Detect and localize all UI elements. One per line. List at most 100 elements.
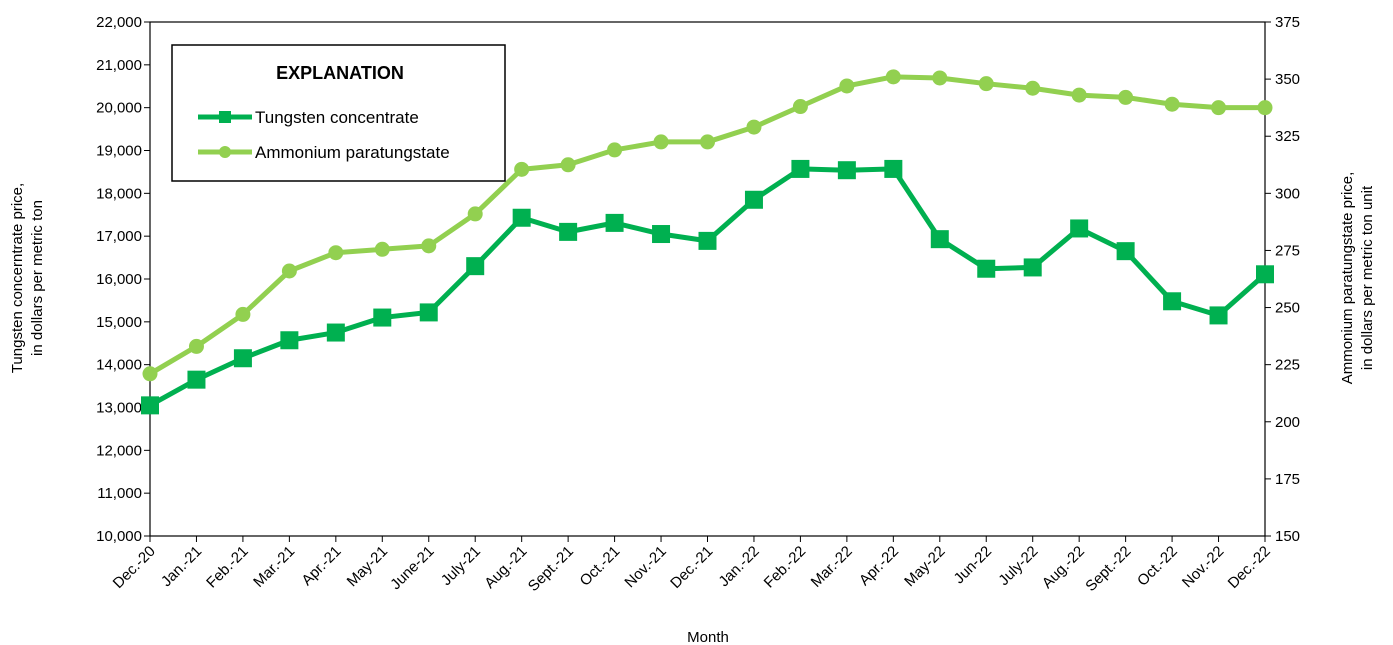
data-point-square [1070, 219, 1089, 238]
data-point-circle [792, 99, 808, 115]
series-tungsten [141, 159, 1274, 415]
right-tick-label: 250 [1275, 300, 1300, 317]
series-line [148, 166, 1267, 408]
data-point-square [1209, 306, 1228, 325]
x-tick-label: Mar.-21 [250, 543, 298, 591]
data-point-square [652, 225, 671, 244]
x-tick-label: Aug.-22 [1039, 543, 1088, 592]
x-tick-label: Jan.-22 [715, 543, 762, 590]
right-tick-label: 150 [1275, 528, 1300, 545]
x-tick-label: July-21 [438, 543, 484, 589]
right-tick-label: 175 [1275, 471, 1300, 488]
x-tick-label: June-21 [387, 543, 437, 593]
data-point-circle [1164, 96, 1180, 112]
right-axis-title-line2: in dollars per metric ton unit [1359, 185, 1376, 370]
x-tick-label: July-22 [995, 543, 1041, 589]
x-tick-label: Mar.-22 [808, 543, 856, 591]
x-tick-label: Dec.-20 [110, 543, 159, 592]
data-point-square [1163, 292, 1182, 311]
left-tick-label: 18,000 [96, 185, 142, 202]
data-point-circle [746, 119, 762, 135]
data-point-square [280, 331, 299, 350]
data-point-circle [932, 70, 948, 86]
series-apt [142, 69, 1273, 382]
left-tick-label: 12,000 [96, 442, 142, 459]
x-tick-label: Oct.-21 [577, 543, 624, 590]
data-point-circle [560, 157, 576, 173]
x-tick-label: Jun-22 [951, 543, 995, 587]
legend-tungsten-label: Tungsten concentrate [255, 108, 419, 127]
left-tick-label: 21,000 [96, 57, 142, 74]
right-tick-label: 200 [1275, 414, 1300, 431]
x-tick-label: Apr.-22 [856, 543, 902, 589]
left-tick-label: 14,000 [96, 357, 142, 374]
left-tick-label: 17,000 [96, 228, 142, 245]
x-tick-label: Dec.-21 [667, 543, 716, 592]
data-point-circle [1211, 100, 1227, 116]
left-tick-label: 13,000 [96, 400, 142, 417]
x-tick-label: Nov.-22 [1179, 543, 1227, 591]
data-point-square [466, 257, 485, 276]
legend-apt-marker [219, 146, 231, 158]
legend-title: EXPLANATION [276, 63, 404, 83]
data-point-square [837, 161, 856, 180]
right-axis-title: Ammonium paratungstate price, in dollars… [1339, 172, 1376, 385]
right-tick-label: 325 [1275, 128, 1300, 145]
left-axis-title: Tungsten concerntrate price, in dollars … [9, 183, 46, 373]
right-tick-label: 300 [1275, 185, 1300, 202]
right-tick-label: 375 [1275, 14, 1300, 31]
data-point-square [419, 303, 438, 322]
data-point-square [744, 190, 763, 209]
data-point-circle [514, 161, 530, 177]
data-point-square [1116, 242, 1135, 261]
data-point-square [373, 308, 392, 327]
data-point-circle [1025, 80, 1041, 96]
legend: EXPLANATION Tungsten concentrate Ammoniu… [171, 44, 506, 182]
data-point-circle [1071, 87, 1087, 103]
x-tick-label: Oct.-22 [1134, 543, 1181, 590]
series-layer [141, 69, 1274, 415]
data-point-square [791, 159, 810, 178]
data-point-circle [467, 206, 483, 222]
data-point-circle [1257, 100, 1273, 116]
data-point-square [1023, 258, 1042, 277]
data-point-circle [1118, 89, 1134, 105]
data-point-circle [839, 78, 855, 94]
left-tick-label: 22,000 [96, 14, 142, 31]
x-tick-label: Nov.-21 [621, 543, 669, 591]
data-point-square [884, 159, 903, 178]
left-tick-label: 10,000 [96, 528, 142, 545]
right-tick-label: 225 [1275, 357, 1300, 374]
right-tick-label: 350 [1275, 71, 1300, 88]
x-tick-label: Jan.-21 [158, 543, 205, 590]
x-axis-title: Month [687, 629, 729, 645]
data-point-circle [978, 76, 994, 92]
x-tick-label: Sept.-22 [1082, 543, 1134, 595]
data-point-circle [607, 142, 623, 158]
legend-tungsten-marker [219, 111, 231, 123]
left-tick-label: 11,000 [97, 485, 142, 502]
data-point-circle [281, 263, 297, 279]
left-tick-label: 19,000 [96, 143, 142, 160]
data-point-square [930, 230, 949, 249]
left-tick-label: 16,000 [96, 271, 142, 288]
data-point-circle [188, 338, 204, 354]
data-point-square [187, 370, 206, 389]
data-point-circle [374, 241, 390, 257]
data-point-square [1256, 265, 1274, 284]
left-tick-label: 15,000 [96, 314, 142, 331]
x-tick-label: Apr.-21 [298, 543, 344, 589]
data-point-circle [235, 306, 251, 322]
data-point-square [326, 323, 345, 342]
left-tick-label: 20,000 [96, 100, 142, 117]
x-tick-label: May-22 [901, 543, 948, 590]
data-point-square [698, 231, 717, 250]
data-point-square [559, 222, 578, 241]
data-point-circle [885, 69, 901, 85]
data-point-circle [421, 238, 437, 254]
x-tick-label: Sept.-21 [525, 543, 577, 595]
data-point-circle [328, 245, 344, 261]
data-point-circle [653, 134, 669, 150]
x-tick-label: May-21 [344, 543, 391, 590]
